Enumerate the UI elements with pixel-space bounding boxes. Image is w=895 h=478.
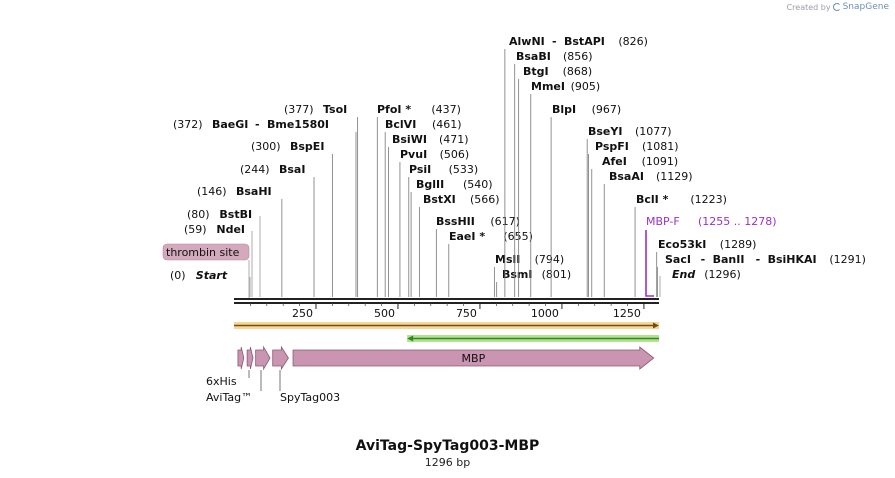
orf-forward-arrowhead	[653, 322, 659, 329]
site-name-bsaai: BsaAI	[609, 170, 644, 183]
credit-brand: SnapGene	[842, 2, 889, 12]
site-name-eaei: EaeI *	[449, 230, 485, 243]
snapgene-logo-icon	[832, 3, 841, 11]
site-name-bspei: BspEI	[290, 140, 324, 153]
map-title: AviTag-SpyTag003-MBP	[355, 438, 540, 454]
site-name-bglii: BglII	[416, 178, 444, 191]
feature-label-6xhis: 6xHis	[206, 375, 237, 388]
site-pos-tsoi: (377)	[284, 103, 314, 116]
feature-label-avitag: AviTag™	[206, 391, 252, 404]
site-name-end: End	[672, 268, 695, 281]
site-name-msli: MslI	[495, 253, 520, 266]
tick-label-500: 500	[374, 307, 395, 320]
primer-name: MBP-F	[646, 215, 680, 228]
site-dash-alwni: -	[552, 35, 557, 48]
site-dash-saci: -	[701, 253, 706, 266]
site-pos-pfoi: (437)	[431, 103, 461, 116]
thrombin-site-label: thrombin site	[166, 246, 240, 259]
tick-label-750: 750	[456, 307, 477, 320]
site-pos-bsmi: (801)	[542, 268, 572, 281]
orf-reverse-arrowhead	[407, 335, 414, 342]
primer-arrow	[645, 230, 654, 297]
site-name-pfoi: PfoI *	[377, 103, 411, 116]
feature-mbp	[292, 346, 655, 370]
feature-label-mbp: MBP	[462, 352, 486, 365]
site-pos-afei: (1091)	[642, 155, 679, 168]
site-name-bsshii: BssHII	[436, 215, 475, 228]
site-name-bstxi: BstXI	[423, 193, 456, 206]
site-pos-btgi: (868)	[563, 65, 593, 78]
primer-range: (1255 .. 1278)	[698, 215, 777, 228]
site-pos-bseyi: (1077)	[635, 125, 672, 138]
site-pos-ndei: (59)	[184, 223, 207, 236]
site-name-bsai: BsaI	[279, 163, 305, 176]
site-name-pspfi: PspFI	[595, 140, 629, 153]
site-name2-alwni: BstAPI	[564, 35, 605, 48]
snapgene-credit: Created by SnapGene	[787, 2, 889, 12]
site-name-bcli: BclI *	[636, 193, 669, 206]
site-name-bstbi: BstBI	[219, 208, 252, 221]
site-pos-bclvi: (461)	[432, 118, 462, 131]
site-pos-bstbi: (80)	[187, 208, 210, 221]
site-pos-mmei: (905)	[571, 80, 601, 93]
site-name-alwni: AlwNI	[509, 35, 545, 48]
site-pos-eco53ki: (1289)	[720, 238, 757, 251]
site-name-bsmi: BsmI	[502, 268, 533, 281]
site-pos-pspfi: (1081)	[642, 140, 679, 153]
site-pos-bsabi: (856)	[563, 50, 593, 63]
site-name-bsahi: BsaHI	[236, 185, 272, 198]
credit-prefix: Created by	[786, 2, 831, 12]
site-name2-baegi: Bme1580I	[267, 118, 329, 131]
site-name-ndei: NdeI	[216, 223, 245, 236]
site-name-blpi: BlpI	[552, 103, 576, 116]
site-dash3-saci: -	[756, 253, 761, 266]
site-pos-msli: (794)	[535, 253, 565, 266]
site-name2-saci: BanII	[713, 253, 745, 266]
site-pos-bsaai: (1129)	[656, 170, 693, 183]
site-pos-baegi: (372)	[173, 118, 203, 131]
site-pos-pvui: (506)	[440, 148, 470, 161]
site-pos-bsahi: (146)	[197, 185, 227, 198]
site-pos-blpi: (967)	[592, 103, 622, 116]
feature-6xhis	[237, 346, 245, 370]
site-dash-baegi: -	[255, 118, 260, 131]
site-pos-bspei: (300)	[251, 140, 281, 153]
site-name-baegi: BaeGI	[212, 118, 248, 131]
site-name-pvui: PvuI	[400, 148, 427, 161]
feature-spytag003b	[272, 345, 289, 371]
tick-label-250: 250	[292, 307, 313, 320]
site-name-afei: AfeI	[602, 155, 627, 168]
site-name-bclvi: BclVI	[385, 118, 416, 131]
site-name-bsabi: BsaBI	[516, 50, 551, 63]
feature-label-spytag003: SpyTag003	[280, 391, 340, 404]
site-pos-bsiwi: (471)	[439, 133, 469, 146]
site-name3-saci: BsiHKAI	[768, 253, 817, 266]
site-pos-eaei: (655)	[503, 230, 533, 243]
site-name-tsoi: TsoI	[323, 103, 347, 116]
site-name-psii: PsiI	[409, 163, 431, 176]
feature-avitag	[246, 346, 254, 370]
site-pos-bglii: (540)	[463, 178, 493, 191]
tick-label-1250: 1250	[613, 307, 641, 320]
site-pos-bstxi: (566)	[470, 193, 500, 206]
site-pos-bcli: (1223)	[690, 193, 727, 206]
feature-spytag003	[255, 345, 271, 371]
site-pos-psii: (533)	[449, 163, 479, 176]
site-name-mmei: MmeI	[531, 80, 565, 93]
site-name-start: Start	[196, 269, 228, 282]
site-name-btgi: BtgI	[523, 65, 549, 78]
site-pos-saci: (1291)	[829, 253, 866, 266]
thrombin-site-box	[162, 243, 250, 261]
site-pos-end: (1296)	[704, 268, 741, 281]
site-pos-bsai: (244)	[240, 163, 270, 176]
site-name-eco53ki: Eco53kI	[658, 238, 706, 251]
map-length: 1296 bp	[424, 456, 471, 469]
site-name-bsiwi: BsiWI	[392, 133, 427, 146]
site-name-bseyi: BseYI	[588, 125, 622, 138]
tick-label-1000: 1000	[531, 307, 559, 320]
site-pos-alwni: (826)	[618, 35, 648, 48]
site-pos-start: (0)	[170, 269, 186, 282]
site-name-saci: SacI	[665, 253, 691, 266]
